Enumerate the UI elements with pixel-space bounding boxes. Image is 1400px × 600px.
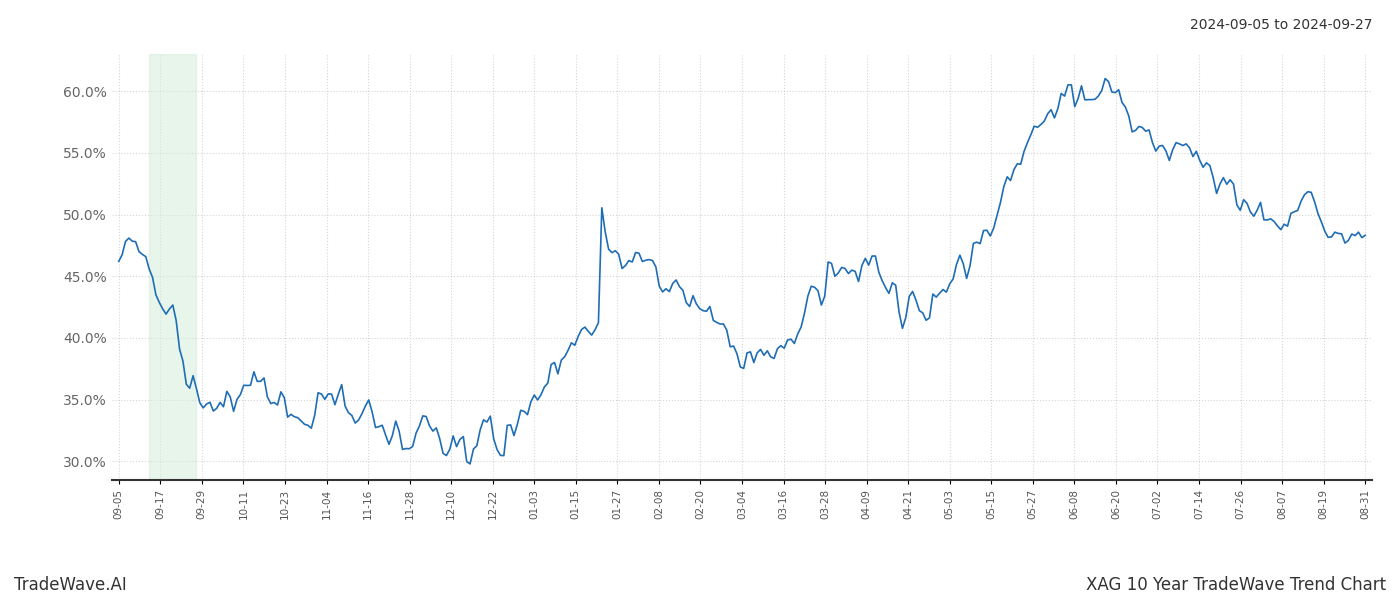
- Text: XAG 10 Year TradeWave Trend Chart: XAG 10 Year TradeWave Trend Chart: [1086, 576, 1386, 594]
- Text: 2024-09-05 to 2024-09-27: 2024-09-05 to 2024-09-27: [1190, 18, 1372, 32]
- Text: TradeWave.AI: TradeWave.AI: [14, 576, 127, 594]
- Bar: [150, 54, 196, 480]
